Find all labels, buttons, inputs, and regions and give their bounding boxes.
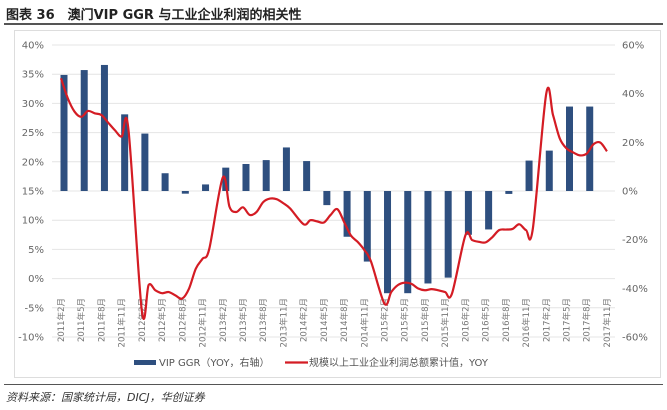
- bar-vip-ggr: [444, 191, 452, 278]
- right-axis-tick: -20%: [622, 235, 648, 246]
- bar-vip-ggr: [242, 163, 250, 191]
- figure-title: 图表 36 澳门VIP GGR 与工业企业利润的相关性: [6, 8, 302, 23]
- left-axis-tick: 20%: [22, 157, 44, 168]
- bar-vip-ggr: [485, 191, 493, 230]
- x-axis-label: 2016年5月: [481, 298, 492, 342]
- title-underline: [4, 23, 663, 25]
- x-axis-label: 2011年8月: [96, 298, 107, 342]
- bar-vip-ggr: [505, 191, 513, 194]
- x-axis-label: 2016年8月: [501, 298, 512, 342]
- x-axis-label: 2017年11月: [602, 298, 613, 347]
- left-axis-tick: 40%: [22, 41, 44, 52]
- bar-vip-ggr: [424, 191, 432, 284]
- x-axis-label: 2017年8月: [582, 298, 593, 342]
- left-axis-tick: -10%: [18, 333, 44, 344]
- bar-vip-ggr: [323, 191, 331, 206]
- right-axis-tick: 20%: [622, 138, 644, 149]
- x-axis-label: 2014年5月: [319, 298, 330, 342]
- bar-vip-ggr: [384, 191, 392, 294]
- bar-vip-ggr: [161, 173, 169, 191]
- chart-frame: [14, 30, 661, 378]
- legend-swatch-bar: [134, 360, 156, 365]
- bar-vip-ggr: [80, 70, 88, 191]
- x-axis-label: 2013年11月: [278, 298, 289, 347]
- bar-vip-ggr: [363, 191, 371, 262]
- source-note: 资料来源：国家统计局，DICJ，华创证券: [6, 391, 205, 404]
- left-axis-tick: -5%: [25, 303, 44, 314]
- legend-label-line: 规模以上工业企业利润总额累计值，YOY: [309, 356, 489, 369]
- x-axis-label: 2017年5月: [562, 298, 573, 342]
- x-axis-label: 2017年2月: [541, 298, 552, 342]
- x-axis-label: 2011年5月: [76, 298, 87, 342]
- x-axis-label: 2014年8月: [339, 298, 350, 342]
- x-axis-label: 2012年11月: [198, 298, 209, 347]
- x-axis-label: 2014年11月: [359, 298, 370, 347]
- bar-vip-ggr: [100, 64, 108, 191]
- right-axis-tick: -60%: [622, 333, 648, 344]
- bar-vip-ggr: [262, 160, 270, 191]
- x-axis-label: 2015年11月: [440, 298, 451, 347]
- x-axis-label: 2011年2月: [56, 298, 67, 342]
- right-axis-tick: -40%: [622, 284, 648, 295]
- legend-label-bar: VIP GGR（YOY，右轴）: [159, 356, 269, 369]
- bar-vip-ggr: [60, 74, 68, 191]
- footer-divider: [4, 384, 663, 385]
- x-axis-label: 2016年11月: [521, 298, 532, 347]
- x-axis-label: 2014年2月: [299, 298, 310, 342]
- x-axis-label: 2013年5月: [238, 298, 249, 342]
- x-axis-label: 2011年11月: [117, 298, 128, 347]
- bar-vip-ggr: [141, 133, 149, 191]
- x-axis-label: 2012年8月: [177, 298, 188, 342]
- left-axis-tick: 15%: [22, 187, 44, 198]
- left-axis-tick: 35%: [22, 70, 44, 81]
- bar-vip-ggr: [525, 160, 533, 191]
- x-axis-label: 2015年5月: [400, 298, 411, 342]
- bar-vip-ggr: [464, 191, 472, 235]
- left-axis-tick: 25%: [22, 128, 44, 139]
- x-axis-label: 2012年2月: [137, 298, 148, 342]
- bar-vip-ggr: [404, 191, 412, 294]
- bar-vip-ggr: [121, 114, 129, 191]
- x-axis-label: 2013年8月: [258, 298, 269, 342]
- bar-vip-ggr: [282, 147, 290, 191]
- bar-vip-ggr: [303, 161, 311, 191]
- left-axis-tick: 5%: [28, 245, 44, 256]
- right-axis-tick: 40%: [622, 89, 644, 100]
- bar-vip-ggr: [181, 191, 189, 194]
- x-axis-label: 2016年2月: [460, 298, 471, 342]
- left-axis-tick: 30%: [22, 99, 44, 110]
- x-axis-label: 2012年5月: [157, 298, 168, 342]
- line-industrial-profit: [59, 77, 608, 320]
- right-axis-tick: 0%: [622, 187, 638, 198]
- left-axis-tick: 10%: [22, 216, 44, 227]
- bar-vip-ggr: [566, 106, 573, 191]
- bar-vip-ggr: [202, 184, 210, 191]
- x-axis-label: 2013年2月: [218, 298, 229, 342]
- x-axis-label: 2015年2月: [380, 298, 391, 342]
- bar-vip-ggr: [343, 191, 351, 237]
- x-axis-label: 2015年8月: [420, 298, 431, 342]
- right-axis-tick: 60%: [622, 41, 644, 52]
- bar-vip-ggr: [545, 150, 553, 191]
- left-axis-tick: 0%: [28, 274, 44, 285]
